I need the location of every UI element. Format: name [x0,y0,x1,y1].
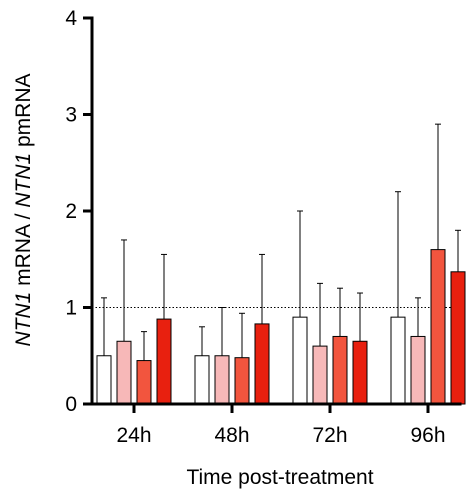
error-bar-72h-series-1 [297,210,303,318]
bar-24h-series-1 [96,355,112,405]
bar-96h-series-2 [410,335,426,405]
error-bar-24h-series-2 [121,239,127,342]
y-tick-label-1: 1 [65,297,77,320]
y-axis-title: NTN1 mRNA / NTN1 pmRNA [12,73,35,346]
x-axis-title: Time post-treatment [186,466,373,489]
error-bar-72h-series-2 [317,282,323,347]
error-bar-96h-series-4 [455,229,461,272]
y-axis-title-part-3: NTN1 [12,153,35,208]
error-bar-72h-series-3 [337,287,343,337]
bar-24h-series-4 [156,318,172,405]
bar-48h-series-4 [254,323,270,405]
bar-72h-series-4 [352,340,368,405]
error-bar-48h-series-1 [199,326,205,356]
bar-24h-series-3 [136,360,152,405]
bar-72h-series-1 [292,316,308,405]
y-tick-label-2: 2 [65,200,77,223]
bar-96h-series-4 [450,271,466,405]
error-bar-24h-series-3 [141,331,147,361]
error-bar-24h-series-1 [101,297,107,356]
bar-48h-series-1 [194,355,210,405]
error-bar-72h-series-4 [357,292,363,342]
bar-72h-series-3 [332,335,348,405]
y-axis-title-part-4: pmRNA [12,73,35,152]
y-tick-label-0: 0 [65,393,77,416]
y-tick-label-3: 3 [65,104,77,127]
bar-72h-series-2 [312,345,328,405]
bar-48h-series-2 [214,355,230,405]
bar-24h-series-2 [116,340,132,405]
error-bar-24h-series-4 [161,253,167,320]
x-tick-label-48h: 48h [214,424,249,447]
bar-48h-series-3 [234,357,250,405]
error-bar-96h-series-3 [435,123,441,250]
x-tick-label-24h: 24h [116,424,151,447]
error-bar-96h-series-1 [395,191,401,318]
error-bar-48h-series-3 [239,312,245,358]
error-bar-96h-series-2 [415,297,421,337]
error-bar-48h-series-4 [259,253,265,324]
y-axis-title-part-2: mRNA / [12,208,35,292]
error-bar-48h-series-2 [219,307,225,356]
bar-96h-series-1 [390,316,406,405]
bar-96h-series-3 [430,249,446,405]
x-tick-label-72h: 72h [312,424,347,447]
x-tick-label-96h: 96h [410,424,445,447]
y-tick-label-4: 4 [65,7,77,30]
y-axis-title-part-1: NTN1 [12,292,35,347]
